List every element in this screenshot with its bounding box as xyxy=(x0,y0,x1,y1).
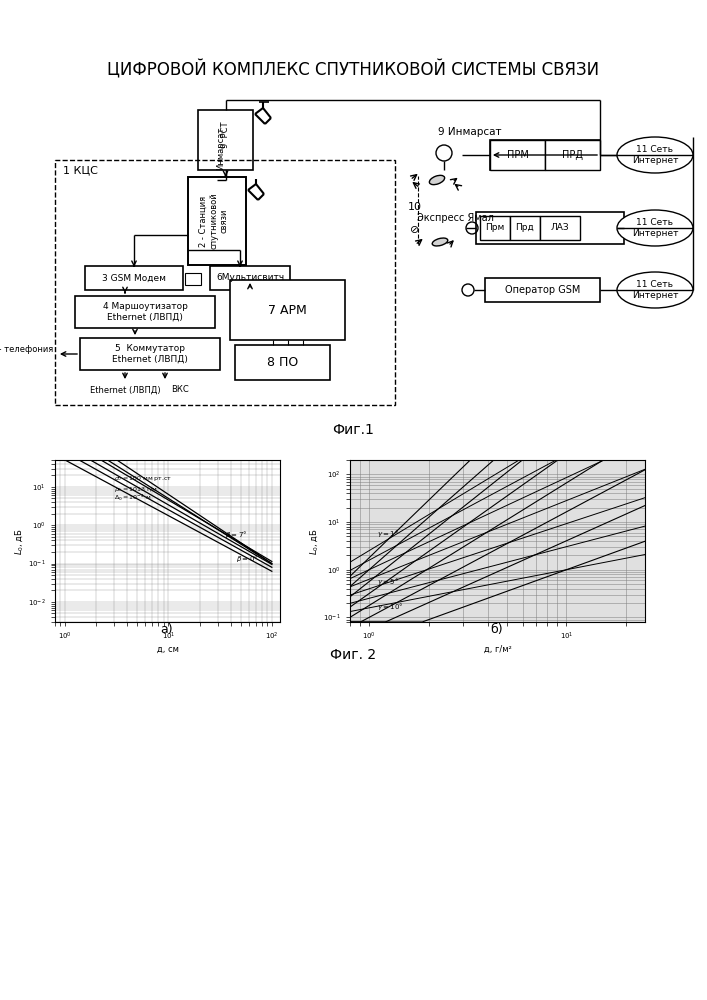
Text: 11 Сеть
Интернет: 11 Сеть Интернет xyxy=(632,280,678,300)
Ellipse shape xyxy=(617,272,693,308)
Text: $\sigma_0=100$ мм рт.ст: $\sigma_0=100$ мм рт.ст xyxy=(115,474,173,483)
Text: 5  Коммутатор
Ethernet (ЛВПД): 5 Коммутатор Ethernet (ЛВПД) xyxy=(112,344,188,364)
Y-axis label: $L_0$, дБ: $L_0$, дБ xyxy=(308,527,320,555)
Ellipse shape xyxy=(432,238,448,246)
Text: ⊘: ⊘ xyxy=(410,225,420,235)
Text: Фиг.1: Фиг.1 xyxy=(332,423,374,437)
Text: Инмарсат: Инмарсат xyxy=(216,126,225,170)
Bar xyxy=(545,140,600,170)
Bar xyxy=(485,278,600,302)
Bar xyxy=(80,338,220,370)
Text: ЛАЗ: ЛАЗ xyxy=(551,224,569,232)
Text: $\beta=7°$: $\beta=7°$ xyxy=(225,529,247,540)
Text: 11 Сеть
Интернет: 11 Сеть Интернет xyxy=(632,145,678,165)
Y-axis label: $L_0$, дБ: $L_0$, дБ xyxy=(13,527,25,555)
Bar xyxy=(230,280,345,340)
Text: IP- телефония: IP- телефония xyxy=(0,344,53,354)
Bar xyxy=(510,216,540,240)
Text: $\rho_0=1013$ г/м: $\rho_0=1013$ г/м xyxy=(115,485,158,494)
Text: Оператор GSM: Оператор GSM xyxy=(505,285,580,295)
Bar xyxy=(210,266,290,290)
Bar xyxy=(185,273,201,285)
Bar xyxy=(490,140,600,170)
Text: $\gamma=5°$: $\gamma=5°$ xyxy=(378,576,399,587)
Text: 9  РСТ: 9 РСТ xyxy=(221,122,230,148)
Text: 1 КЦС: 1 КЦС xyxy=(63,165,98,175)
X-axis label: д, см: д, см xyxy=(156,645,178,654)
Text: 2 - Станция
спутниковой
связи: 2 - Станция спутниковой связи xyxy=(199,193,229,249)
Text: б): б) xyxy=(491,624,503,637)
Text: $\gamma=1°$: $\gamma=1°$ xyxy=(378,528,399,539)
Text: Фиг. 2: Фиг. 2 xyxy=(330,648,376,662)
X-axis label: д, г/м²: д, г/м² xyxy=(484,645,511,654)
Bar xyxy=(188,177,246,265)
Text: ЦИФРОВОЙ КОМПЛЕКС СПУТНИКОВОЙ СИСТЕМЫ СВЯЗИ: ЦИФРОВОЙ КОМПЛЕКС СПУТНИКОВОЙ СИСТЕМЫ СВ… xyxy=(107,60,599,80)
Text: 11 Сеть
Интернет: 11 Сеть Интернет xyxy=(632,218,678,238)
Text: 4 Маршоутизатор
Ethernet (ЛВПД): 4 Маршоутизатор Ethernet (ЛВПД) xyxy=(103,302,187,322)
Text: $\Delta_0=10^{-4}$ м: $\Delta_0=10^{-4}$ м xyxy=(115,493,152,503)
Text: а): а) xyxy=(160,624,173,637)
Text: ПРД: ПРД xyxy=(562,150,583,160)
Text: ВКС: ВКС xyxy=(171,385,189,394)
Ellipse shape xyxy=(617,137,693,173)
Ellipse shape xyxy=(429,175,445,185)
Bar xyxy=(540,216,580,240)
Text: Прд: Прд xyxy=(515,224,534,232)
Text: 10: 10 xyxy=(408,202,422,212)
Bar xyxy=(85,266,183,290)
Text: 9 Инмарсат: 9 Инмарсат xyxy=(438,127,502,137)
Bar xyxy=(235,345,330,380)
Bar xyxy=(490,140,545,170)
Text: $\beta=0°$: $\beta=0°$ xyxy=(236,553,258,564)
Bar xyxy=(55,160,395,405)
Bar xyxy=(198,110,253,170)
Text: 3 GSM Модем: 3 GSM Модем xyxy=(102,273,166,282)
Bar xyxy=(75,296,215,328)
Text: Прм: Прм xyxy=(485,224,505,232)
Text: 7 АРМ: 7 АРМ xyxy=(268,304,307,316)
Text: Ethernet (ЛВПД): Ethernet (ЛВПД) xyxy=(90,385,160,394)
Bar xyxy=(480,216,510,240)
Bar xyxy=(476,212,624,244)
Text: Экспресс Ямал: Экспресс Ямал xyxy=(416,213,493,223)
Text: 8 ПО: 8 ПО xyxy=(267,356,298,369)
Text: ПРМ: ПРМ xyxy=(506,150,528,160)
Ellipse shape xyxy=(617,210,693,246)
Text: 6Мультисвитч: 6Мультисвитч xyxy=(216,273,284,282)
Text: $\gamma=10°$: $\gamma=10°$ xyxy=(378,601,404,612)
